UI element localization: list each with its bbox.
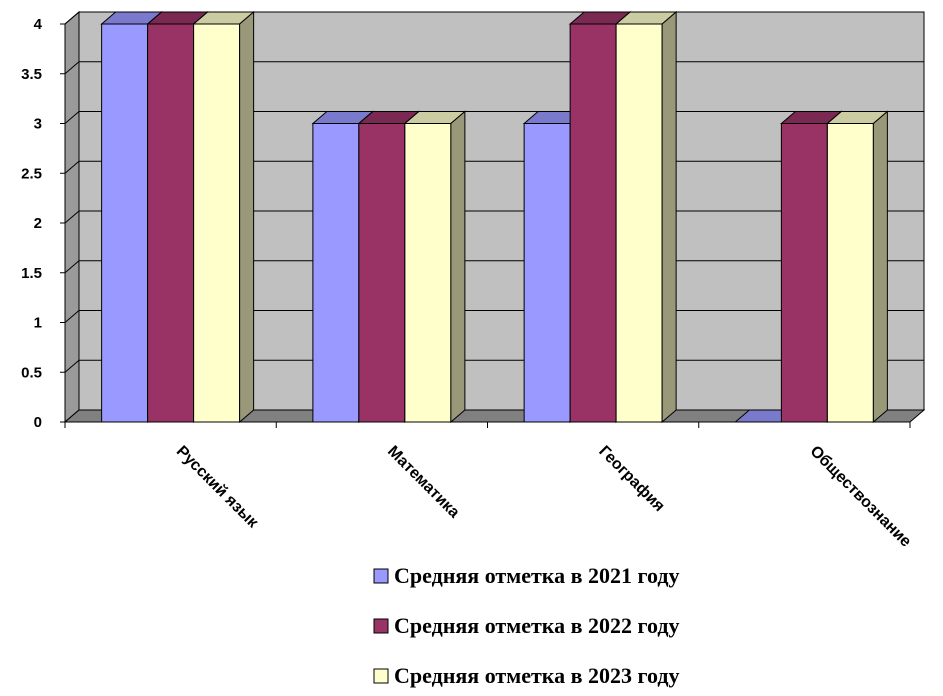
y-tick-label: 0.5 xyxy=(21,364,42,381)
bar-front xyxy=(826,123,874,423)
bar xyxy=(614,10,678,424)
legend-label: Средняя отметка в 2021 году xyxy=(394,563,679,588)
legend-label: Средняя отметка в 2022 году xyxy=(394,613,679,638)
bar xyxy=(192,10,255,424)
bar xyxy=(403,110,467,424)
gridline-side xyxy=(64,61,80,75)
y-tick-labels: 0 0.5 1 1.5 2 2.5 3 3.5 4 xyxy=(21,16,65,431)
x-category-labels: Русский язык Математика География Обществоз… xyxy=(173,443,915,551)
y-tick-label: 1.5 xyxy=(21,265,42,282)
gridline-side xyxy=(64,359,80,373)
bar-front xyxy=(615,23,663,423)
gridline-side xyxy=(64,160,80,174)
gridline-side xyxy=(64,260,80,274)
legend-item: Средняя отметка в 2021 году xyxy=(373,563,679,588)
bars xyxy=(100,10,889,424)
bar-front xyxy=(404,123,452,423)
gridline-side xyxy=(64,111,80,124)
y-tick-label: 2.5 xyxy=(21,165,42,182)
legend-swatch xyxy=(373,618,389,634)
legend-swatch xyxy=(373,568,389,584)
legend-swatch xyxy=(373,668,389,684)
y-tick-label: 3 xyxy=(34,116,42,133)
x-category-label: Обществознание xyxy=(807,443,915,551)
bar-side xyxy=(450,110,466,424)
bar-front xyxy=(358,123,406,423)
bar-front xyxy=(780,123,828,423)
gridline-side xyxy=(64,11,80,25)
bar-side xyxy=(661,10,677,424)
bar-front xyxy=(147,23,195,423)
y-tick-label: 3.5 xyxy=(21,66,42,83)
bar xyxy=(826,110,889,424)
y-tick-label: 0 xyxy=(34,414,42,431)
gridline-side xyxy=(64,210,80,224)
bar-side xyxy=(239,10,255,424)
y-tick-label: 2 xyxy=(34,215,42,232)
bar-front xyxy=(523,123,571,423)
y-tick-label: 1 xyxy=(34,315,42,332)
gridline-side xyxy=(64,310,80,323)
x-category-label: Математика xyxy=(384,443,463,522)
y-tick-label: 4 xyxy=(34,16,43,33)
legend-item: Средняя отметка в 2022 году xyxy=(373,613,679,638)
bar-front xyxy=(312,123,360,423)
bar-front xyxy=(101,23,149,423)
bar-front xyxy=(193,23,241,423)
legend-label: Средняя отметка в 2023 году xyxy=(394,663,679,688)
bar-side xyxy=(872,110,888,424)
legend-item: Средняя отметка в 2023 году xyxy=(373,663,679,688)
bar-front xyxy=(569,23,617,423)
legend: Средняя отметка в 2021 году Средняя отмет… xyxy=(373,563,679,688)
x-category-label: География xyxy=(595,443,667,515)
x-category-label: Русский язык xyxy=(173,443,262,532)
